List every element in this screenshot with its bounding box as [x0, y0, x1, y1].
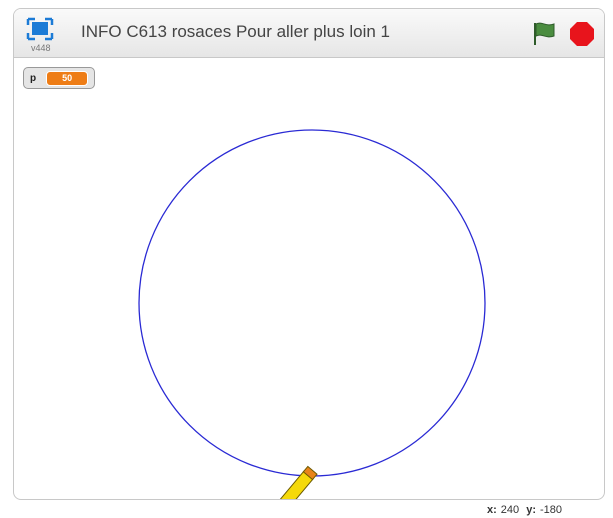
version: v448	[31, 43, 51, 53]
y-value: -180	[539, 504, 563, 516]
project-title: INFO C613 rosaces Pour aller plus loin 1	[81, 22, 390, 41]
variable-name: p	[30, 72, 37, 84]
corner-icon	[26, 17, 54, 41]
variable-value: 50	[46, 70, 89, 86]
pen-layer	[138, 129, 486, 499]
fullscreen-button[interactable]	[26, 17, 54, 43]
screen-icon	[32, 22, 48, 35]
x-value: 240	[500, 504, 520, 516]
header: v448 INFO C613 rosaces Pour aller plus l…	[14, 9, 604, 58]
y-label: y:	[526, 504, 536, 516]
variable-monitor: p 50	[23, 67, 96, 89]
pencil-sprite	[277, 465, 318, 499]
x-label: x:	[487, 504, 497, 516]
mouse-coordinates: x: 240 y: -180	[487, 504, 566, 516]
pen-circle	[138, 129, 486, 477]
stage: p 50	[14, 58, 604, 499]
green-flag[interactable]	[531, 21, 557, 47]
stop-button[interactable]	[569, 21, 595, 47]
player: v448 INFO C613 rosaces Pour aller plus l…	[13, 8, 605, 500]
